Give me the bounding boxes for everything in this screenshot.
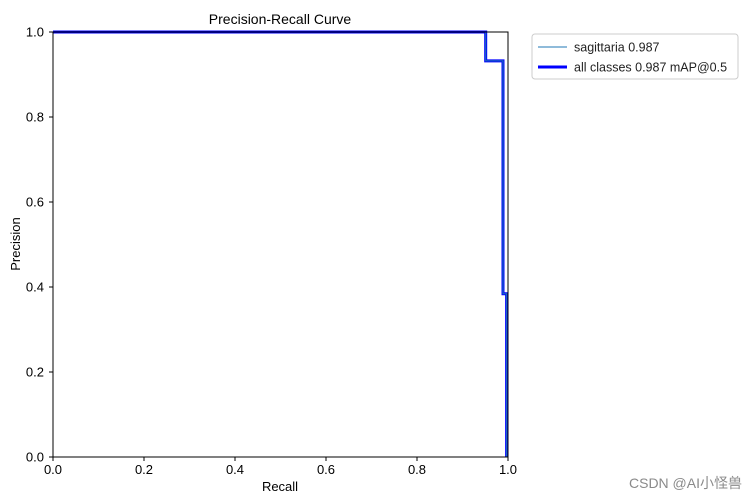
series-layer — [53, 30, 509, 457]
x-tick-label: 1.0 — [499, 462, 517, 477]
y-tick-label: 0.0 — [26, 450, 44, 465]
x-tick-label: 0.0 — [44, 462, 62, 477]
plot-frame — [52, 31, 509, 458]
y-axis-label: Precision — [8, 217, 23, 270]
x-tick-label: 0.4 — [226, 462, 244, 477]
legend-box — [531, 33, 739, 80]
chart-title: Precision-Recall Curve — [209, 11, 352, 27]
y-tick-label: 0.4 — [26, 280, 44, 295]
watermark-text: CSDN @AI小怪兽 — [629, 475, 742, 491]
legend-label: sagittaria 0.987 — [574, 41, 660, 55]
x-axis-ticks: 0.0 0.2 0.4 0.6 0.8 1.0 — [44, 457, 517, 477]
legend-entries: sagittaria 0.987 all classes 0.987 mAP@0.… — [538, 41, 727, 75]
series-line-all-classes — [53, 30, 509, 457]
x-tick-label: 0.2 — [135, 462, 153, 477]
y-tick-label: 0.6 — [26, 195, 44, 210]
x-axis-label: Recall — [262, 479, 298, 494]
x-tick-label: 0.8 — [408, 462, 426, 477]
series-line-sagittaria — [53, 31, 508, 457]
y-axis-ticks: 0.0 0.2 0.4 0.6 0.8 1.0 — [26, 25, 53, 465]
y-tick-label: 0.8 — [26, 110, 44, 125]
y-tick-label: 0.2 — [26, 365, 44, 380]
legend: sagittaria 0.987 all classes 0.987 mAP@0.… — [531, 33, 739, 80]
y-tick-label: 1.0 — [26, 25, 44, 40]
x-tick-label: 0.6 — [317, 462, 335, 477]
legend-label: all classes 0.987 mAP@0.5 — [574, 61, 727, 75]
